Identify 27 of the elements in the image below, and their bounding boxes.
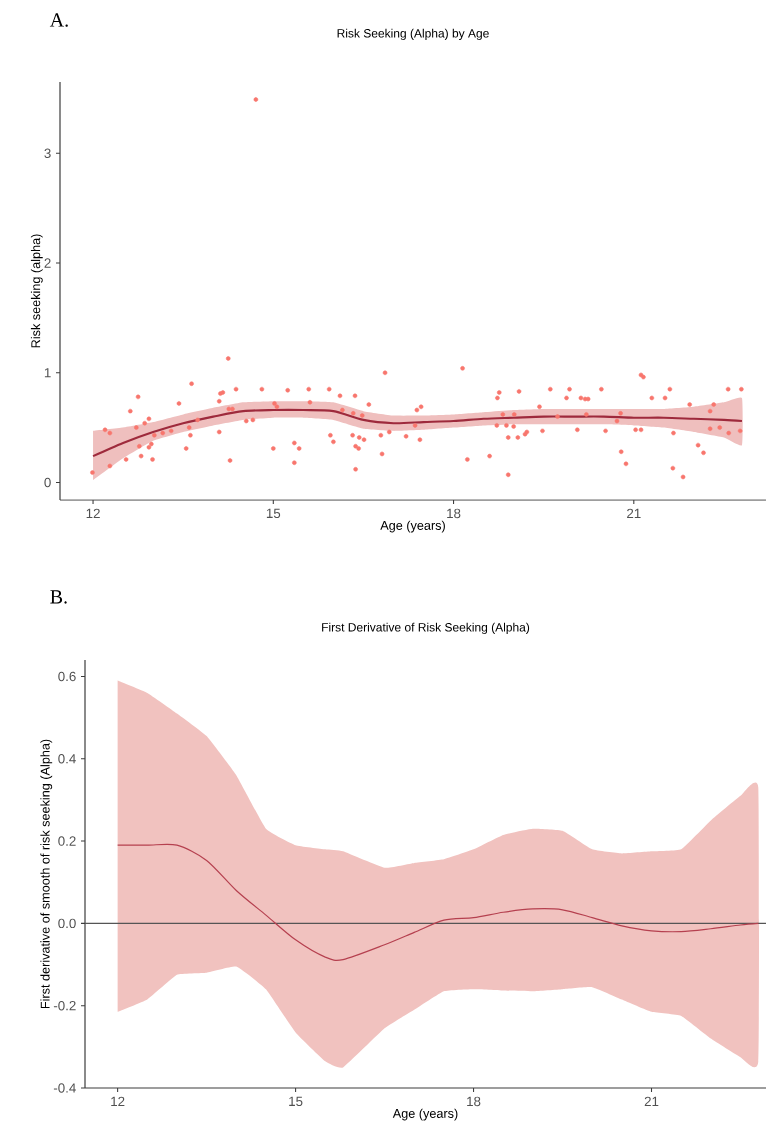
x-tick-label: 12	[111, 1096, 125, 1107]
x-tick-label: 21	[627, 508, 641, 519]
x-tick-label: 12	[86, 508, 100, 519]
text: A.	[49, 13, 68, 27]
y-tick-label: 0	[44, 477, 51, 488]
x-tick-label: 18	[467, 1096, 481, 1107]
x-axis-title: Age (years)	[380, 520, 445, 533]
y-tick-label: 1	[44, 368, 51, 378]
text: B.	[50, 590, 67, 604]
y-axis-title: First derivative of smooth of risk seeking (Alpha)	[40, 739, 53, 1009]
y-tick-label: -0.2	[53, 1000, 76, 1011]
x-tick-label: 18	[447, 508, 461, 519]
y-tick-label: 3	[44, 148, 51, 159]
x-tick-label: 15	[289, 1096, 303, 1106]
x-axis-title: Age (years)	[392, 1108, 458, 1121]
y-tick-label: 2	[44, 258, 51, 268]
y-tick-label: 0.4	[58, 754, 76, 764]
y-tick-label: 0.2	[58, 836, 76, 846]
chart-title: First Derivative of Risk Seeking (Alpha)	[322, 622, 530, 634]
y-tick-label: 0.6	[58, 671, 76, 682]
y-tick-label: 0.0	[58, 918, 76, 929]
y-tick-label: -0.4	[53, 1083, 76, 1093]
x-tick-label: 21	[644, 1096, 659, 1107]
chart-title: Risk Seeking (Alpha) by Age	[337, 28, 489, 40]
x-tick-label: 15	[266, 508, 281, 518]
line-series	[117, 843, 759, 961]
y-axis-title: Risk seeking (alpha)	[30, 234, 43, 348]
